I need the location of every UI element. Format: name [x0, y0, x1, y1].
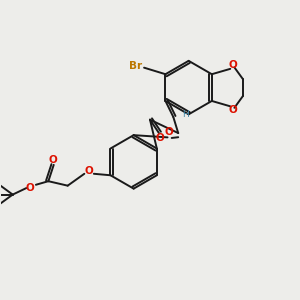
Text: O: O — [84, 166, 93, 176]
Text: O: O — [164, 127, 173, 137]
Text: O: O — [229, 105, 238, 115]
Text: O: O — [229, 60, 238, 70]
Text: H: H — [182, 110, 188, 119]
Text: Br: Br — [129, 61, 142, 71]
Text: O: O — [49, 155, 58, 165]
Text: O: O — [155, 133, 164, 143]
Text: O: O — [26, 183, 34, 193]
